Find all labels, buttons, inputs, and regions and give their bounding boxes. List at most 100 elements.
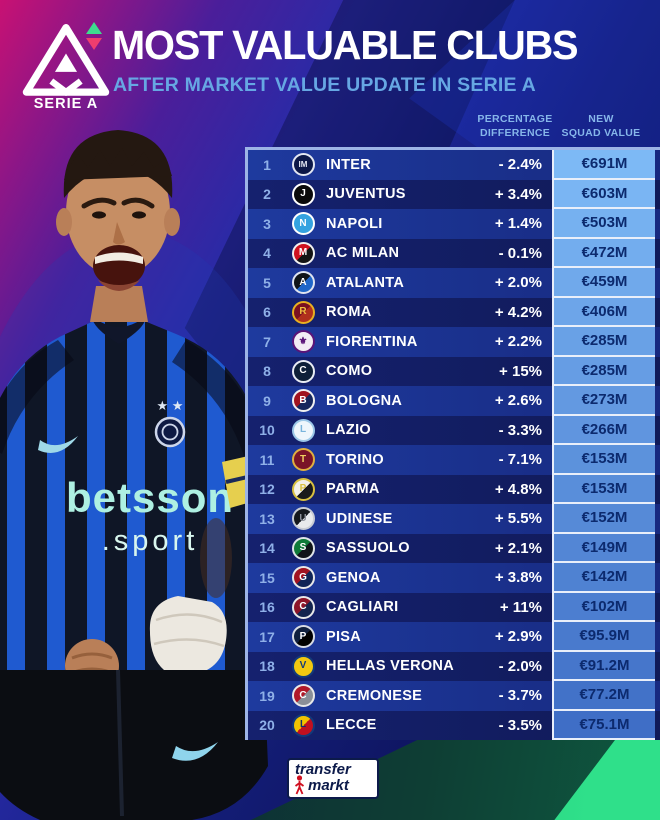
club-badge: IM <box>286 153 320 177</box>
club-badge: L <box>286 418 320 442</box>
club-name: LAZIO <box>326 422 371 439</box>
club-crest-icon: T <box>291 448 315 472</box>
squad-value: €273M <box>552 386 655 416</box>
percentage-difference: - 3.5% <box>498 716 542 734</box>
rank-label: 20 <box>259 717 275 734</box>
rank-label: 15 <box>259 569 275 586</box>
club-name: INTER <box>326 156 371 173</box>
rank-label: 2 <box>263 186 271 203</box>
table-row: 9 B BOLOGNA + 2.6% €273M <box>248 386 660 416</box>
club-crest-icon: C <box>291 595 315 619</box>
club-name: CREMONESE <box>326 687 423 704</box>
table-row: 18 V HELLAS VERONA - 2.0% €91.2M <box>248 651 660 681</box>
percentage-difference: + 15% <box>499 362 542 380</box>
rank-label: 17 <box>259 628 275 645</box>
squad-value: €91.2M <box>552 651 655 681</box>
percentage-difference: + 3.8% <box>494 569 542 587</box>
club-crest-icon: C <box>291 359 315 383</box>
squad-value: €75.1M <box>552 710 655 740</box>
table-row: 4 M AC MILAN - 0.1% €472M <box>248 238 660 268</box>
club-badge: A <box>286 271 320 295</box>
market-arrows <box>86 22 102 54</box>
club-badge: N <box>286 212 320 236</box>
table-row: 12 P PARMA + 4.8% €153M <box>248 474 660 504</box>
column-header-percentage: PERCENTAGE DIFFERENCE <box>477 113 553 139</box>
club-badge: V <box>286 654 320 678</box>
percentage-difference: - 7.1% <box>498 451 542 469</box>
club-name: HELLAS VERONA <box>326 658 454 675</box>
club-name: NAPOLI <box>326 215 383 232</box>
rank-label: 16 <box>259 599 275 616</box>
table-row: 17 P PISA + 2.9% €95.9M <box>248 622 660 652</box>
rank-label: 18 <box>259 658 275 675</box>
table-row: 10 L LAZIO - 3.3% €266M <box>248 415 660 445</box>
squad-value: €285M <box>552 356 655 386</box>
squad-value: €153M <box>552 445 655 475</box>
rank-label: 4 <box>263 245 271 262</box>
club-crest-icon: ⚜ <box>291 330 315 354</box>
club-crest-icon: IM <box>291 153 315 177</box>
squad-value: €503M <box>552 209 655 239</box>
club-badge: C <box>286 595 320 619</box>
rank-label: 14 <box>259 540 275 557</box>
rank-label: 19 <box>259 687 275 704</box>
club-crest-icon: N <box>291 212 315 236</box>
percentage-difference: - 3.7% <box>498 687 542 705</box>
rank-label: 1 <box>263 156 271 173</box>
percentage-difference: + 5.5% <box>494 510 542 528</box>
squad-value: €285M <box>552 327 655 357</box>
club-badge: P <box>286 625 320 649</box>
club-name: LECCE <box>326 717 377 734</box>
club-name: JUVENTUS <box>326 186 406 203</box>
squad-value: €149M <box>552 533 655 563</box>
table-row: 2 J JUVENTUS + 3.4% €603M <box>248 179 660 209</box>
down-arrow-icon <box>86 38 102 50</box>
club-crest-icon: J <box>291 182 315 206</box>
serie-a-label: SERIE A <box>33 96 99 112</box>
transfermarkt-line2: markt <box>294 775 371 795</box>
squad-value: €691M <box>552 150 655 180</box>
squad-value: €102M <box>552 592 655 622</box>
squad-value: €266M <box>552 415 655 445</box>
club-name: PISA <box>326 628 362 645</box>
club-badge: U <box>286 507 320 531</box>
table-row: 15 G GENOA + 3.8% €142M <box>248 563 660 593</box>
table-row: 5 A ATALANTA + 2.0% €459M <box>248 268 660 298</box>
squad-value: €95.9M <box>552 622 655 652</box>
percentage-difference: + 4.2% <box>494 303 542 321</box>
club-name: GENOA <box>326 569 381 586</box>
table-row: 14 S SASSUOLO + 2.1% €149M <box>248 533 660 563</box>
rank-label: 12 <box>259 481 275 498</box>
table-row: 3 N NAPOLI + 1.4% €503M <box>248 209 660 239</box>
club-crest-icon: M <box>291 241 315 265</box>
percentage-difference: + 2.6% <box>494 392 542 410</box>
rank-label: 10 <box>259 422 275 439</box>
club-crest-icon: R <box>291 300 315 324</box>
rank-label: 6 <box>263 304 271 321</box>
rank-label: 11 <box>259 451 275 468</box>
club-name: SASSUOLO <box>326 540 410 557</box>
club-badge: T <box>286 448 320 472</box>
percentage-difference: - 2.0% <box>498 657 542 675</box>
percentage-difference: + 4.8% <box>494 480 542 498</box>
percentage-difference: + 2.1% <box>494 539 542 557</box>
club-crest-icon: L <box>291 713 315 737</box>
club-crest-icon: U <box>291 507 315 531</box>
serie-a-monogram-icon <box>22 24 110 96</box>
percentage-difference: + 1.4% <box>494 215 542 233</box>
table-row: 7 ⚜ FIORENTINA + 2.2% €285M <box>248 327 660 357</box>
svg-text:betsson: betsson <box>66 474 234 521</box>
club-crest-icon: S <box>291 536 315 560</box>
club-badge: C <box>286 359 320 383</box>
column-header-value: NEW SQUAD VALUE <box>561 113 641 139</box>
club-name: BOLOGNA <box>326 392 403 409</box>
serie-a-logo: SERIE A <box>20 22 112 114</box>
player-photo: ★ ★ betsson .sport <box>0 130 272 820</box>
rank-label: 7 <box>263 333 271 350</box>
squad-value: €406M <box>552 297 655 327</box>
squad-value: €152M <box>552 504 655 534</box>
up-arrow-icon <box>86 22 102 34</box>
club-name: FIORENTINA <box>326 333 418 350</box>
page-subtitle: AFTER MARKET VALUE UPDATE IN SERIE A <box>113 74 536 96</box>
club-crest-icon: V <box>291 654 315 678</box>
